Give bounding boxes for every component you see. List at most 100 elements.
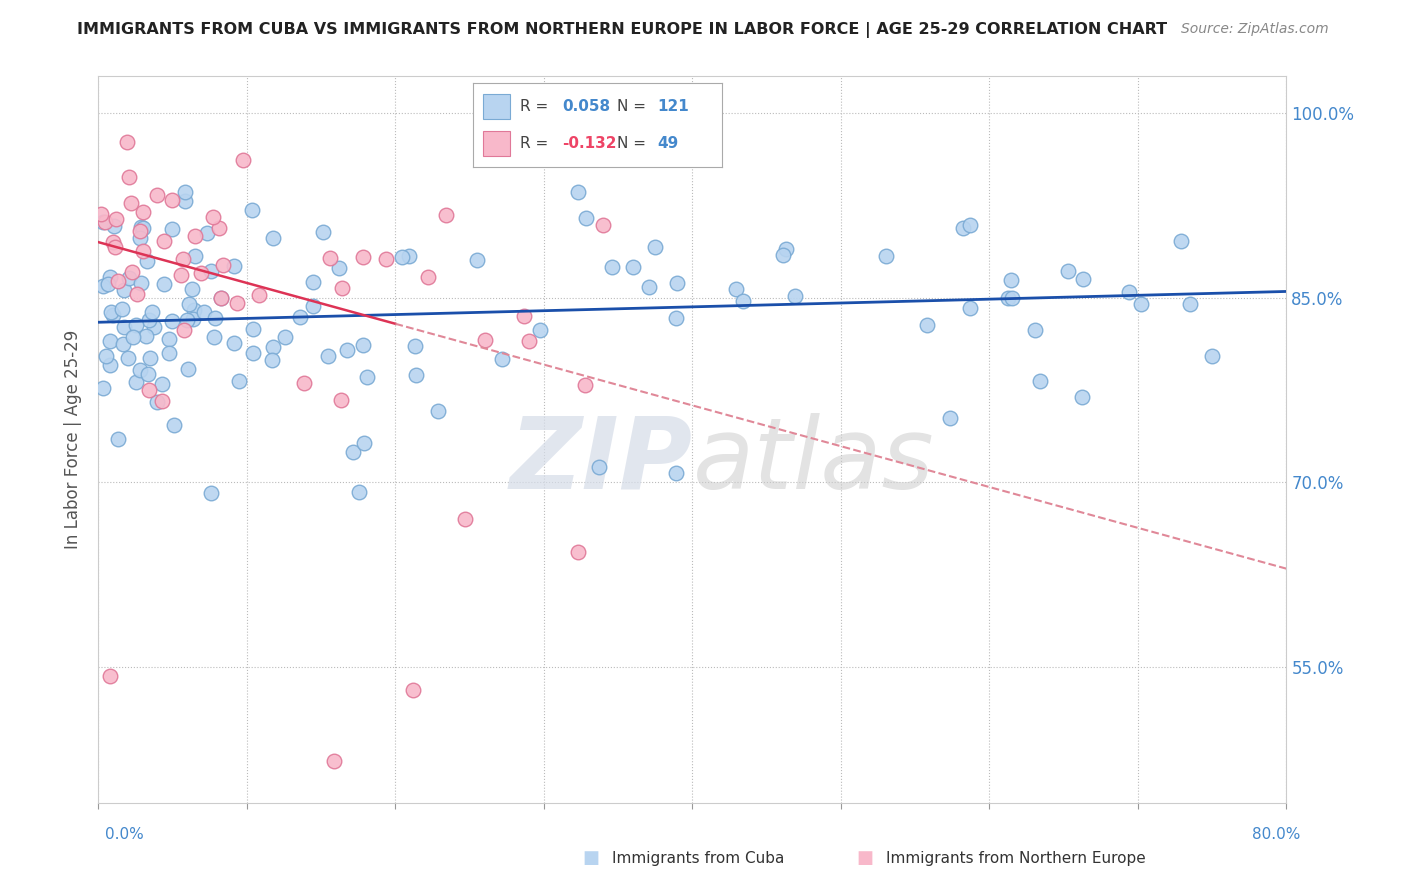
Point	[160, 193, 183, 207]
Point	[1118, 285, 1140, 299]
Point	[567, 185, 589, 199]
Point	[129, 219, 152, 234]
Point	[142, 319, 165, 334]
Point	[172, 252, 194, 266]
Point	[153, 234, 176, 248]
Point	[129, 276, 152, 290]
Point	[162, 222, 184, 236]
Point	[98, 358, 121, 372]
Point	[401, 682, 423, 697]
Point	[112, 284, 135, 298]
Point	[139, 351, 162, 366]
Text: Immigrants from Cuba: Immigrants from Cuba	[612, 851, 785, 865]
Point	[209, 291, 232, 305]
Point	[1201, 349, 1223, 363]
Point	[349, 485, 371, 500]
Point	[240, 202, 263, 217]
Point	[193, 305, 215, 319]
Point	[204, 311, 226, 326]
Text: 80.0%: 80.0%	[1253, 827, 1301, 841]
Point	[491, 352, 513, 367]
Point	[319, 251, 342, 265]
Point	[91, 215, 114, 229]
Point	[352, 337, 374, 351]
Point	[997, 291, 1019, 305]
Point	[323, 755, 346, 769]
Point	[124, 318, 146, 332]
Point	[224, 336, 246, 351]
Point	[1000, 273, 1022, 287]
Point	[226, 296, 249, 310]
Point	[328, 260, 350, 275]
Point	[600, 260, 623, 274]
Point	[183, 311, 205, 326]
Point	[405, 368, 427, 383]
Point	[939, 411, 962, 425]
Point	[242, 346, 264, 360]
Point	[915, 318, 938, 333]
Point	[228, 374, 250, 388]
Point	[132, 244, 155, 258]
Point	[427, 404, 450, 418]
Point	[262, 340, 284, 354]
Point	[111, 336, 134, 351]
Point	[1070, 390, 1092, 404]
Point	[111, 301, 134, 316]
Point	[121, 265, 143, 279]
Point	[105, 211, 128, 226]
Point	[274, 330, 297, 344]
Point	[200, 485, 222, 500]
Point	[146, 394, 169, 409]
Point	[644, 240, 666, 254]
Point	[190, 266, 212, 280]
Point	[170, 268, 193, 282]
Point	[118, 271, 141, 285]
Point	[330, 281, 353, 295]
Point	[474, 334, 496, 348]
Point	[197, 226, 219, 240]
Point	[302, 299, 325, 313]
Text: 0.0%: 0.0%	[105, 827, 145, 841]
Point	[129, 224, 152, 238]
Point	[959, 301, 981, 315]
Point	[129, 231, 152, 245]
Point	[1024, 323, 1046, 337]
Point	[1178, 297, 1201, 311]
Text: ■: ■	[582, 849, 599, 867]
Point	[330, 392, 353, 407]
Point	[621, 260, 644, 275]
Point	[574, 377, 596, 392]
Point	[454, 512, 477, 526]
Point	[122, 330, 145, 344]
Point	[391, 251, 413, 265]
Point	[567, 544, 589, 558]
Point	[101, 308, 124, 322]
Point	[117, 351, 139, 366]
Text: IMMIGRANTS FROM CUBA VS IMMIGRANTS FROM NORTHERN EUROPE IN LABOR FORCE | AGE 25-: IMMIGRANTS FROM CUBA VS IMMIGRANTS FROM …	[77, 22, 1167, 38]
Point	[160, 314, 183, 328]
Point	[312, 225, 335, 239]
Text: ■: ■	[856, 849, 873, 867]
Point	[150, 377, 173, 392]
Point	[875, 249, 897, 263]
Point	[301, 275, 323, 289]
Point	[666, 276, 689, 290]
Point	[132, 204, 155, 219]
Point	[98, 270, 121, 285]
Text: Source: ZipAtlas.com: Source: ZipAtlas.com	[1181, 22, 1329, 37]
Point	[98, 669, 121, 683]
Point	[588, 460, 610, 475]
Point	[242, 322, 264, 336]
Point	[173, 186, 195, 200]
Point	[173, 323, 195, 337]
Point	[138, 368, 160, 382]
Point	[132, 220, 155, 235]
Point	[1170, 234, 1192, 248]
Point	[249, 288, 271, 302]
Point	[416, 270, 439, 285]
Point	[201, 211, 224, 225]
Point	[336, 343, 359, 358]
Point	[775, 242, 797, 256]
Point	[517, 334, 540, 348]
Point	[145, 187, 167, 202]
